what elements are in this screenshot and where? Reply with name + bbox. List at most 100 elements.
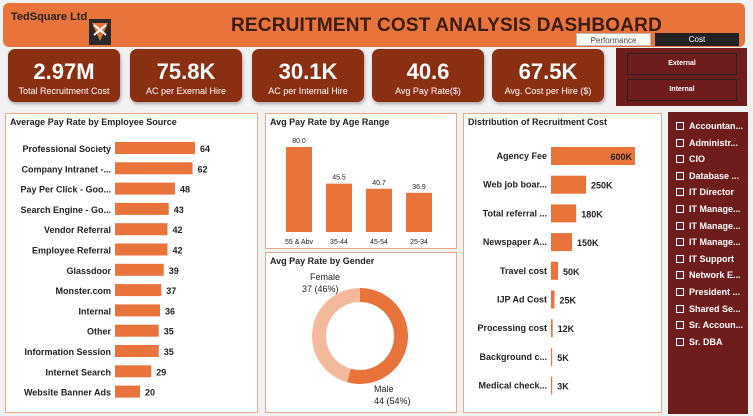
bar [551, 319, 553, 338]
slicer-item[interactable]: IT Manage... [676, 237, 746, 247]
data-label: 12K [558, 324, 575, 334]
slicer-item[interactable]: Sr. DBA [676, 337, 746, 347]
slicer-item[interactable]: Database ... [676, 171, 746, 181]
company-name: TedSquare Ltd [11, 11, 88, 23]
category-label: Vendor Referral [44, 225, 111, 235]
data-label: 20 [145, 388, 155, 398]
slicer-item[interactable]: Shared Se... [676, 304, 746, 314]
data-label: 35 [164, 347, 174, 357]
checkbox-icon[interactable] [676, 155, 684, 164]
category-label: 55 & Abv [285, 239, 314, 246]
checkbox-icon[interactable] [676, 254, 684, 263]
kpi-value: 30.1K [278, 59, 338, 84]
data-label: 39 [169, 266, 179, 276]
data-label: 25K [560, 296, 577, 306]
kpi-avg-pay-rate: 40.6 Avg Pay Rate($) [372, 49, 484, 102]
slicer-item[interactable]: CIO [676, 154, 746, 164]
bar [551, 376, 553, 395]
data-label: 600K [610, 152, 632, 162]
slice-name-female: Female [310, 272, 340, 282]
data-label: 43 [174, 205, 184, 215]
kpi-value: 40.6 [406, 59, 450, 84]
checkbox-icon[interactable] [676, 138, 684, 147]
kpi-label: AC per Internal Hire [268, 86, 348, 96]
kpi-ac-external-hire: 75.8K AC per Exernal Hire [130, 49, 242, 102]
category-label: Internet Search [45, 367, 111, 377]
bar [115, 284, 162, 297]
slicer-item-label: President ... [689, 287, 741, 297]
data-label: 64 [200, 144, 210, 154]
data-label: 29 [156, 367, 166, 377]
bar [551, 347, 553, 366]
checkbox-icon[interactable] [676, 238, 684, 247]
slicer-item[interactable]: Accountan... [676, 121, 746, 131]
category-label: Website Banner Ads [24, 388, 111, 398]
bar [551, 261, 558, 280]
category-label: Processing cost [477, 323, 547, 333]
checkbox-icon[interactable] [676, 188, 684, 197]
checkbox-icon[interactable] [676, 171, 684, 180]
bar [115, 263, 164, 276]
category-label: Search Engine - Go... [20, 205, 111, 215]
checkbox-icon[interactable] [676, 122, 684, 130]
category-label: Company Intranet -... [21, 164, 111, 174]
slicer-item[interactable]: IT Support [676, 254, 746, 264]
category-label: Newspaper A... [483, 237, 547, 247]
kpi-value: 2.97M [33, 59, 95, 84]
bar [286, 147, 312, 232]
bar [551, 233, 572, 252]
slicer-item[interactable]: President ... [676, 287, 746, 297]
kpi-label: AC per Exernal Hire [145, 86, 227, 96]
bar [115, 142, 195, 154]
slicer-item[interactable]: Administr... [676, 138, 746, 148]
slicer-item[interactable]: Sr. Accoun... [676, 320, 746, 330]
bar [551, 204, 577, 223]
bar [115, 243, 168, 256]
external-button[interactable]: External [627, 53, 737, 75]
tab-cost[interactable]: Cost [655, 33, 739, 46]
checkbox-icon[interactable] [676, 205, 684, 213]
gender-donut-chart: Female 37 (46%) Male 44 (54%) [302, 272, 411, 406]
slicer-item[interactable]: IT Manage... [676, 221, 746, 231]
data-label: 3K [557, 382, 569, 392]
internal-button[interactable]: Internal [627, 79, 737, 101]
donut-slice-female [311, 288, 360, 383]
kpi-value: 75.8K [156, 59, 216, 84]
panel-gender: Avg Pay Rate by Gender Female 37 (46%) Mal… [265, 252, 457, 413]
panel-age-range: Avg Pay Rate by Age Range 80.0 55 & Abv 45… [265, 113, 457, 249]
category-label: 35-44 [330, 239, 348, 246]
slice-name-male: Male [374, 384, 394, 394]
header-banner: TedSquare Ltd RECRUITMENT COST ANALYSIS … [3, 3, 745, 47]
slicer-item[interactable]: IT Manage... [676, 204, 746, 214]
kpi-label: Total Recruitment Cost [18, 86, 110, 96]
bar [115, 202, 169, 215]
kpi-ac-internal-hire: 30.1K AC per Internal Hire [252, 49, 364, 102]
slicer-item-label: IT Director [689, 187, 735, 198]
bar [551, 175, 586, 194]
kpi-value: 67.5K [518, 59, 578, 84]
data-label: 42 [173, 225, 183, 235]
slicer-item-label: Administr... [689, 137, 739, 148]
slicer-item[interactable]: Network E... [676, 270, 746, 280]
checkbox-icon[interactable] [676, 221, 684, 230]
chart-title: Avg Pay Rate by Gender [270, 256, 375, 266]
checkbox-icon[interactable] [676, 321, 684, 330]
category-label: Pay Per Click - Goo... [20, 185, 111, 195]
checkbox-icon[interactable] [676, 337, 684, 346]
data-label: 50K [563, 267, 580, 277]
bar [115, 365, 152, 378]
slicer-item-label: IT Manage... [689, 237, 741, 248]
data-label: 250K [591, 181, 613, 191]
checkbox-icon[interactable] [676, 288, 684, 296]
checkbox-icon[interactable] [676, 271, 684, 280]
slicer-item[interactable]: IT Director [676, 187, 746, 197]
data-label: 180K [581, 209, 603, 219]
recruitment-cost-chart: Agency Fee 600K Web job boar... 250K Total r… [477, 147, 635, 395]
checkbox-icon[interactable] [676, 304, 684, 313]
tab-performance[interactable]: Performance [576, 33, 651, 46]
category-label: Travel cost [500, 266, 547, 276]
category-label: IJP Ad Cost [497, 295, 547, 305]
data-label: 36 [165, 306, 175, 316]
age-range-chart: 80.0 55 & Abv 45.5 35-44 40.7 45-54 36.9 25-34 [285, 138, 432, 246]
bar [115, 385, 140, 398]
